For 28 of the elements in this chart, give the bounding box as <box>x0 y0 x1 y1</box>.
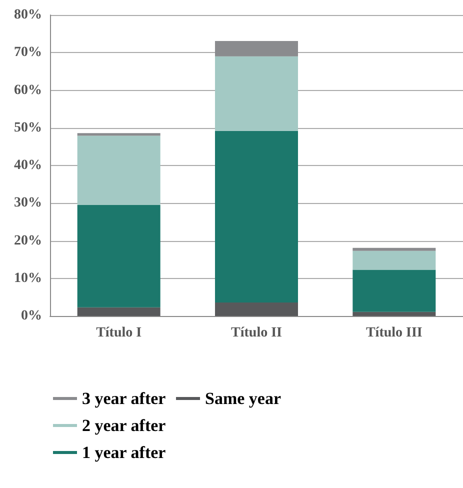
bar <box>215 302 298 316</box>
y-tick-label: 70% <box>14 45 42 60</box>
bar <box>215 56 298 131</box>
bar <box>215 130 298 302</box>
bar <box>352 250 436 270</box>
bar <box>352 248 436 251</box>
y-tick-label: 30% <box>14 196 42 211</box>
bar <box>77 133 160 136</box>
y-tick-label: 60% <box>14 82 42 98</box>
y-tick-label: 20% <box>14 233 42 248</box>
bar <box>77 307 160 316</box>
y-tick-label: 50% <box>14 120 42 136</box>
y-tick-label: 10% <box>14 270 42 286</box>
legend-label: 2 year after <box>82 416 166 435</box>
x-tick-label: Título III <box>366 326 422 340</box>
bar <box>77 205 160 308</box>
bar <box>77 136 160 206</box>
y-tick-label: 80% <box>14 8 42 22</box>
bar <box>215 40 298 56</box>
y-tick-label: 40% <box>14 158 42 173</box>
bar <box>352 312 436 316</box>
y-tick-label: 0% <box>21 308 42 324</box>
x-tick-label: Título I <box>96 326 142 340</box>
bar <box>352 270 436 312</box>
legend-label: 3 year after <box>82 389 166 408</box>
x-tick-label: Título II <box>231 326 282 340</box>
legend-label: Same year <box>205 389 282 408</box>
legend-label: 1 year after <box>82 443 166 462</box>
